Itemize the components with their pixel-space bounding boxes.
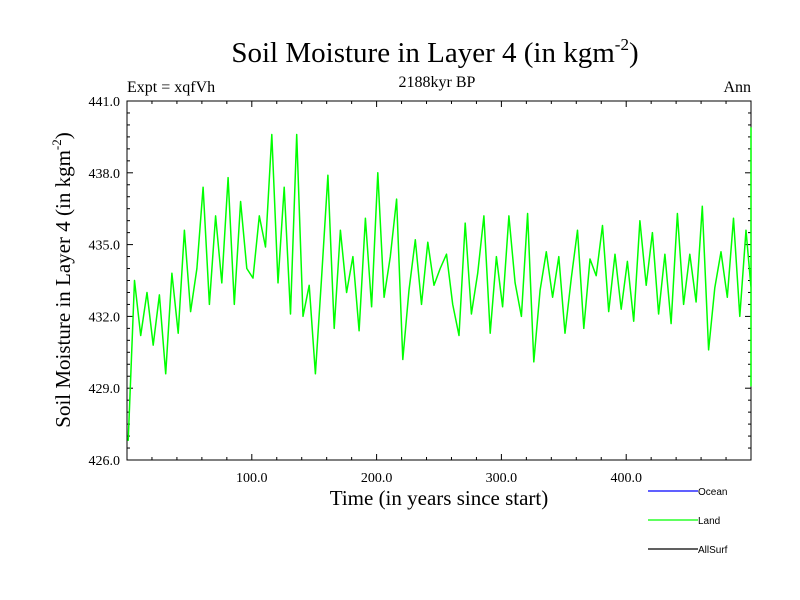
legend-label-allsurf: AllSurf <box>698 545 728 556</box>
y-tick-label: 432.0 <box>89 310 121 325</box>
y-axis-title: Soil Moisture in Layer 4 (in kgm-2) <box>49 132 75 427</box>
axis-tick-labels: 426.0 429.0 432.0 435.0 438.0 441.0 100.0 200.0… <box>89 95 642 486</box>
x-tick-label: 300.0 <box>486 471 518 486</box>
series-line-land <box>127 127 752 441</box>
legend-label-land: Land <box>698 516 720 527</box>
axis-ticks <box>127 100 751 461</box>
x-tick-label: 100.0 <box>236 471 268 486</box>
plot-frame <box>126 100 752 461</box>
y-tick-label: 426.0 <box>89 454 121 469</box>
season-label: Ann <box>723 79 751 96</box>
legend: Ocean Land AllSurf <box>648 487 728 556</box>
chart-subtitle: 2188kyr BP <box>399 74 476 91</box>
chart-title: Soil Moisture in Layer 4 (in kgm-2) <box>231 35 638 69</box>
y-tick-label: 438.0 <box>89 167 121 182</box>
y-tick-label: 429.0 <box>89 382 121 397</box>
legend-label-ocean: Ocean <box>698 487 727 498</box>
y-tick-label: 441.0 <box>89 95 121 110</box>
experiment-label: Expt = xqfVh <box>127 79 215 96</box>
y-tick-label: 435.0 <box>89 239 121 254</box>
x-tick-label: 200.0 <box>361 471 393 486</box>
x-axis-title: Time (in years since start) <box>330 486 549 510</box>
x-tick-label: 400.0 <box>610 471 642 486</box>
